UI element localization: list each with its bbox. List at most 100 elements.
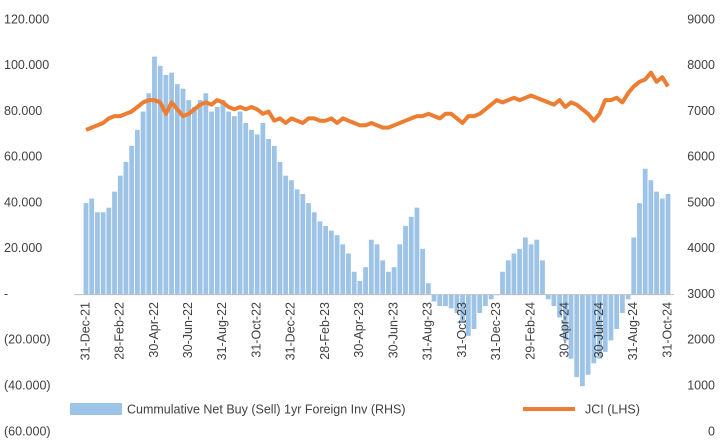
legend-swatch — [70, 403, 122, 415]
y-tick-label: (60.000) — [4, 424, 51, 438]
bar — [597, 294, 602, 359]
x-tick-label: 31-Aug-23 — [421, 302, 435, 360]
bar — [454, 294, 460, 313]
bar — [374, 244, 380, 295]
bar — [488, 294, 494, 300]
x-tick-label: 31-Oct-24 — [660, 302, 674, 358]
bar — [425, 283, 431, 295]
bar — [642, 168, 648, 295]
bar — [271, 145, 277, 295]
bar — [317, 221, 323, 295]
y-tick-label: (40.000) — [4, 379, 51, 393]
bar — [585, 294, 591, 375]
x-tick-label: 30-Apr-22 — [147, 302, 161, 358]
bar — [500, 271, 505, 295]
x-tick-label: 31-Oct-23 — [455, 302, 469, 358]
x-tick-label: 31-Dec-21 — [78, 302, 92, 360]
bar — [300, 193, 306, 295]
bar — [180, 88, 186, 295]
x-tick-label: 31-Oct-22 — [249, 302, 263, 358]
legend-label: JCI (LHS) — [585, 402, 640, 416]
bar — [203, 93, 209, 295]
bar — [391, 267, 397, 295]
bar — [562, 294, 568, 341]
bar — [551, 294, 557, 307]
bar — [146, 93, 152, 295]
y2-tick-label: 5000 — [687, 195, 715, 209]
x-tick-label: 30-Apr-23 — [352, 302, 366, 358]
x-tick-label: 30-Jun-23 — [386, 302, 400, 358]
bar — [174, 84, 180, 295]
bar — [357, 280, 363, 295]
bar — [608, 294, 614, 341]
bar — [192, 106, 197, 295]
y2-tick-label: 2000 — [687, 333, 715, 347]
bar — [386, 271, 391, 295]
bar — [254, 134, 260, 295]
y2-tick-label: 0 — [708, 424, 715, 438]
bar — [260, 123, 266, 295]
bar — [528, 244, 534, 295]
bar — [477, 294, 483, 313]
bar — [157, 65, 163, 295]
bar — [129, 145, 135, 295]
bar — [328, 230, 334, 295]
bar — [123, 161, 129, 295]
bar — [625, 294, 631, 300]
bar — [243, 123, 249, 295]
x-tick-label: 31-Dec-23 — [489, 302, 503, 360]
bar — [631, 237, 637, 295]
x-tick-label: 31-Aug-24 — [626, 302, 640, 360]
bar — [545, 294, 551, 300]
bar — [106, 207, 112, 295]
bar — [83, 203, 89, 295]
bar — [311, 212, 317, 295]
bar — [511, 253, 517, 295]
bar — [197, 100, 203, 295]
legend-label: Cummulative Net Buy (Sell) 1yr Foreign I… — [127, 402, 406, 416]
bar — [249, 129, 254, 295]
bar — [220, 100, 226, 295]
bar — [140, 111, 146, 295]
bar — [659, 198, 665, 295]
bar — [289, 180, 294, 295]
y-tick-label: 80.000 — [4, 104, 42, 118]
bar — [648, 180, 654, 295]
bar — [340, 244, 346, 295]
x-tick-label: 31-Aug-22 — [215, 302, 229, 360]
bar — [100, 212, 106, 295]
bar — [334, 235, 340, 295]
bar — [517, 248, 523, 295]
bar — [534, 239, 540, 295]
bar — [169, 72, 174, 295]
bar — [557, 294, 562, 318]
bar — [152, 56, 157, 295]
bar — [283, 175, 289, 295]
x-tick-label: 30-Jun-24 — [592, 302, 606, 358]
bar — [619, 294, 625, 313]
bar — [465, 294, 471, 336]
x-tick-label: 30-Apr-24 — [558, 302, 572, 358]
bar — [117, 175, 123, 295]
bar — [368, 239, 374, 295]
x-tick-label: 28-Feb-22 — [113, 302, 127, 360]
bar — [112, 191, 117, 295]
bar — [277, 161, 283, 295]
y-tick-label: - — [4, 287, 8, 301]
y-tick-label: 100.000 — [4, 58, 49, 72]
y-tick-label: 60.000 — [4, 150, 42, 164]
bar — [602, 294, 608, 352]
bar — [505, 260, 511, 295]
y2-tick-label: 4000 — [687, 241, 715, 255]
bar — [654, 191, 659, 295]
bar — [580, 294, 585, 387]
bar — [95, 212, 100, 295]
bar — [306, 203, 311, 295]
y2-tick-label: 7000 — [687, 104, 715, 118]
bar — [346, 253, 351, 295]
y-tick-label: 40.000 — [4, 195, 42, 209]
line — [85, 70, 670, 132]
bar — [471, 294, 477, 329]
bar — [414, 207, 420, 295]
